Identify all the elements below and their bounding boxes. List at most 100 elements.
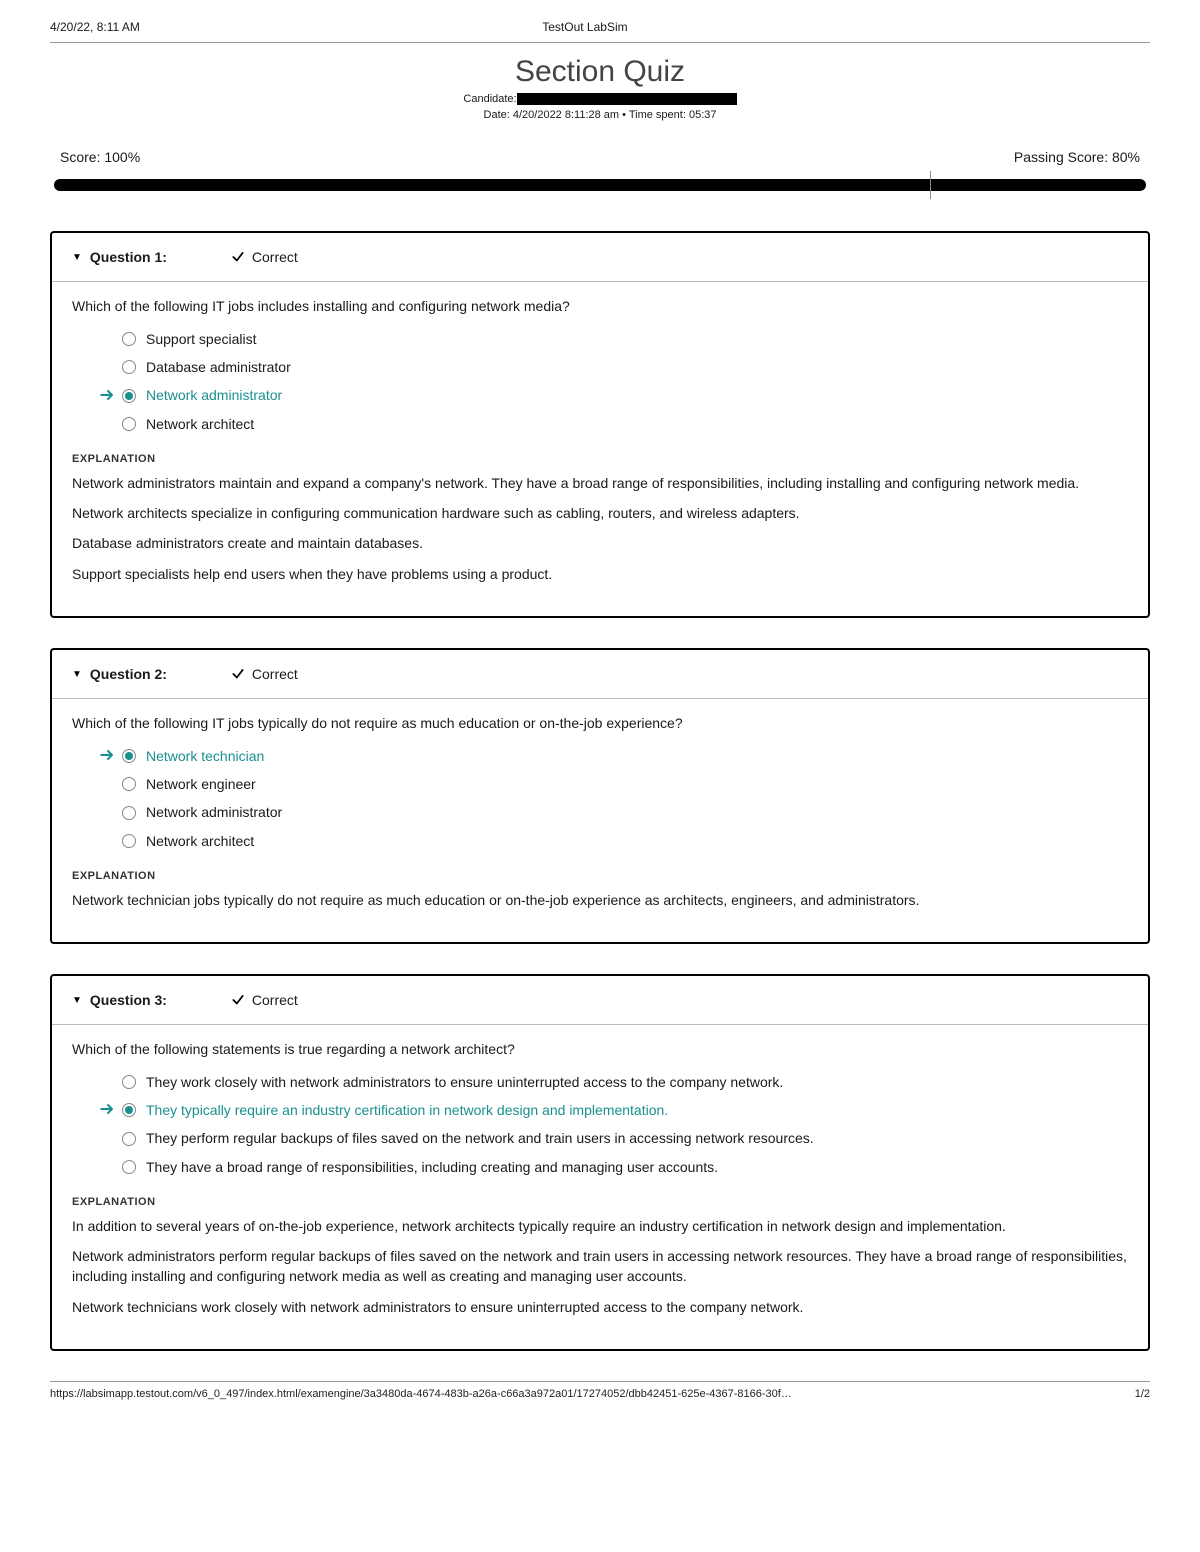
question-body: Which of the following IT jobs typically…	[52, 699, 1148, 942]
explanation-paragraph: Network administrators perform regular b…	[72, 1246, 1128, 1287]
radio-icon	[122, 389, 136, 403]
radio-icon	[122, 749, 136, 763]
option-text: Support specialist	[146, 330, 257, 348]
arrow-right-icon	[100, 1103, 116, 1115]
option-text: Network administrator	[146, 386, 282, 404]
check-icon	[230, 667, 246, 681]
passing-score-marker	[930, 171, 931, 199]
caret-down-icon: ▼	[72, 669, 82, 680]
question-card: ▼ Question 3: Correct Which of the followin…	[50, 974, 1150, 1351]
page-title: Section Quiz	[50, 55, 1150, 89]
radio-icon	[122, 806, 136, 820]
question-prompt: Which of the following statements is tru…	[72, 1041, 1128, 1057]
option-text: Network administrator	[146, 803, 282, 821]
passing-score-label: Passing Score: 80%	[1014, 149, 1140, 165]
radio-icon	[122, 1103, 136, 1117]
arrow-right-icon	[100, 749, 116, 761]
radio-icon	[122, 834, 136, 848]
explanation-paragraph: Support specialists help end users when …	[72, 564, 1128, 584]
footer-page: 1/2	[1135, 1388, 1150, 1400]
question-status: Correct	[230, 666, 298, 682]
radio-icon	[122, 777, 136, 791]
option-row[interactable]: Network engineer	[92, 775, 1128, 793]
question-card: ▼Question 2:Correct Which of the followin…	[50, 648, 1150, 944]
print-header-center: TestOut LabSim	[140, 20, 1030, 34]
radio-icon	[122, 332, 136, 346]
check-icon	[230, 250, 246, 264]
arrow-right-icon	[100, 389, 116, 401]
score-label: Score: 100%	[60, 149, 140, 165]
radio-icon	[122, 1132, 136, 1146]
option-row[interactable]: They work closely with network administr…	[92, 1073, 1128, 1091]
option-text: Network engineer	[146, 775, 256, 793]
correct-indicator	[92, 748, 116, 764]
radio-icon	[122, 1075, 136, 1089]
explanation-block: Network administrators maintain and expa…	[72, 473, 1128, 584]
explanation-heading: EXPLANATION	[72, 870, 1128, 882]
footer-divider	[50, 1381, 1150, 1382]
option-row[interactable]: They perform regular backups of files sa…	[92, 1129, 1128, 1147]
option-row[interactable]: Network technician	[92, 747, 1128, 765]
option-row[interactable]: Network architect	[92, 415, 1128, 433]
explanation-heading: EXPLANATION	[72, 1196, 1128, 1208]
footer-url: https://labsimapp.testout.com/v6_0_497/i…	[50, 1388, 792, 1400]
option-text: Network architect	[146, 415, 254, 433]
correct-indicator	[92, 1102, 116, 1118]
explanation-block: Network technician jobs typically do not…	[72, 890, 1128, 910]
status-text: Correct	[252, 666, 298, 682]
radio-icon	[122, 360, 136, 374]
question-body: Which of the following IT jobs includes …	[52, 282, 1148, 616]
option-text: They typically require an industry certi…	[146, 1101, 668, 1119]
question-status: Correct	[230, 992, 298, 1008]
option-row[interactable]: Network administrator	[92, 386, 1128, 404]
explanation-paragraph: Database administrators create and maint…	[72, 533, 1128, 553]
status-text: Correct	[252, 249, 298, 265]
check-icon	[230, 993, 246, 1007]
radio-icon	[122, 417, 136, 431]
question-header[interactable]: ▼Question 2:Correct	[52, 650, 1148, 699]
radio-icon	[122, 1160, 136, 1174]
question-header[interactable]: ▼ Question 3: Correct	[52, 976, 1148, 1025]
option-text: Database administrator	[146, 358, 291, 376]
caret-down-icon: ▼	[72, 995, 82, 1006]
option-row[interactable]: They have a broad range of responsibilit…	[92, 1158, 1128, 1176]
options-list: Support specialist Database administrator…	[92, 330, 1128, 433]
option-row[interactable]: Network administrator	[92, 803, 1128, 821]
explanation-paragraph: Network technician jobs typically do not…	[72, 890, 1128, 910]
explanation-block: In addition to several years of on-the-j…	[72, 1216, 1128, 1317]
print-header-left: 4/20/22, 8:11 AM	[50, 20, 140, 34]
explanation-paragraph: Network technicians work closely with ne…	[72, 1297, 1128, 1317]
option-text: They have a broad range of responsibilit…	[146, 1158, 718, 1176]
option-text: They perform regular backups of files sa…	[146, 1129, 814, 1147]
option-row[interactable]: Support specialist	[92, 330, 1128, 348]
question-header[interactable]: ▼Question 1:Correct	[52, 233, 1148, 282]
print-footer: https://labsimapp.testout.com/v6_0_497/i…	[50, 1388, 1150, 1400]
score-row: Score: 100% Passing Score: 80%	[50, 149, 1150, 165]
option-row[interactable]: Network architect	[92, 832, 1128, 850]
candidate-row: Candidate:	[50, 93, 1150, 105]
question-status: Correct	[230, 249, 298, 265]
question-prompt: Which of the following IT jobs typically…	[72, 715, 1128, 731]
explanation-heading: EXPLANATION	[72, 453, 1128, 465]
question-prompt: Which of the following IT jobs includes …	[72, 298, 1128, 314]
explanation-paragraph: In addition to several years of on-the-j…	[72, 1216, 1128, 1236]
correct-indicator	[92, 388, 116, 404]
explanation-paragraph: Network administrators maintain and expa…	[72, 473, 1128, 493]
option-text: Network technician	[146, 747, 264, 765]
candidate-redacted	[517, 93, 737, 105]
options-list: They work closely with network administr…	[92, 1073, 1128, 1176]
score-bar	[50, 179, 1150, 191]
question-label: Question 3:	[90, 992, 210, 1008]
option-row[interactable]: They typically require an industry certi…	[92, 1101, 1128, 1119]
options-list: Network technician Network engineer Networ…	[92, 747, 1128, 850]
print-header: 4/20/22, 8:11 AM TestOut LabSim	[50, 20, 1150, 34]
date-row: Date: 4/20/2022 8:11:28 am • Time spent:…	[50, 109, 1150, 121]
explanation-paragraph: Network architects specialize in configu…	[72, 503, 1128, 523]
option-text: Network architect	[146, 832, 254, 850]
question-card: ▼Question 1:CorrectWhich of the followin…	[50, 231, 1150, 618]
option-row[interactable]: Database administrator	[92, 358, 1128, 376]
option-text: They work closely with network administr…	[146, 1073, 783, 1091]
question-body: Which of the following statements is tru…	[52, 1025, 1148, 1349]
status-text: Correct	[252, 992, 298, 1008]
question-label: Question 1:	[90, 249, 210, 265]
